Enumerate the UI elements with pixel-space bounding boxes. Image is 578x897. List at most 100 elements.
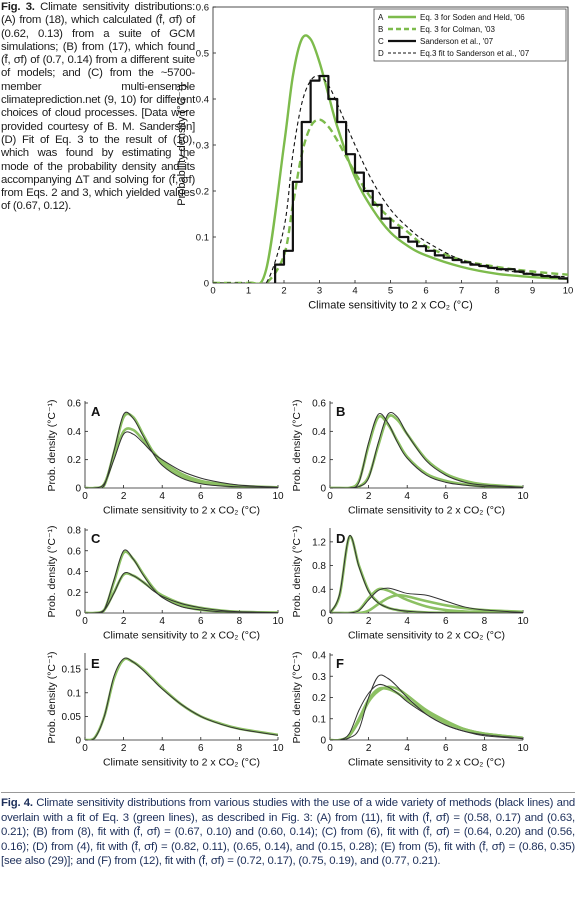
panel-label: E: [91, 656, 100, 671]
series-line: [213, 34, 568, 283]
legend-key: D: [378, 49, 384, 58]
y-tick-label: 0.4: [312, 651, 326, 662]
x-tick-label: 8: [237, 491, 243, 502]
series-line: [213, 75, 568, 283]
y-tick-label: 0.8: [312, 561, 326, 572]
panel-label: C: [91, 531, 101, 546]
x-tick-label: 5: [388, 286, 393, 297]
legend-label: Eq. 3 for Soden and Held, '06: [420, 13, 525, 22]
y-tick-label: 0.4: [312, 585, 326, 596]
series-line: [85, 657, 278, 740]
chart: 0 2 4 6 8 10 0 0.2 0.4 0.6 Climate sensitivity to …: [291, 399, 529, 517]
x-tick-label: 1: [246, 286, 251, 297]
x-tick-label: 8: [237, 743, 243, 754]
y-tick-label: 0: [75, 736, 81, 747]
x-axis-label: Climate sensitivity to 2 x CO₂ (°C): [348, 505, 505, 517]
panel-label: B: [336, 404, 345, 419]
x-tick-label: 0: [327, 616, 333, 627]
y-tick-label: 0.2: [312, 455, 326, 466]
series-line: [330, 674, 523, 740]
chart: 0 2 4 6 8 10 0 0.1 0.2 0.3 0.4 Climate sensitivity …: [291, 651, 529, 769]
curves: [213, 34, 568, 283]
x-axis-label: Climate sensitivity to 2 x CO₂ (°C): [103, 630, 260, 642]
x-tick-label: 4: [404, 491, 410, 502]
panel-label: A: [91, 404, 101, 419]
y-tick-label: 0.15: [62, 665, 82, 676]
x-tick-label: 0: [82, 616, 88, 627]
figures: 0 1 2 3 4 5 6 7 8 9 10 0 0.1 0.2 0.3 0.4 0.5 0.6 Climate s…: [46, 2, 573, 769]
y-tick-label: 0.1: [312, 714, 326, 725]
y-tick-label: 0.6: [196, 2, 209, 13]
x-tick-label: 0: [82, 491, 88, 502]
x-tick-label: 3: [317, 286, 322, 297]
x-tick-label: 10: [517, 743, 529, 754]
y-axis-label: Prob. density (°C⁻¹): [291, 399, 303, 491]
x-tick-label: 0: [82, 743, 88, 754]
series-line: [330, 413, 523, 488]
legend-label: Eq. 3 for Colman, '03: [420, 25, 495, 34]
y-axis-label: Prob. density (°C⁻¹): [46, 525, 58, 617]
series-line: [274, 74, 568, 283]
y-tick-label: 0.8: [67, 526, 81, 537]
y-tick-label: 0.5: [196, 48, 209, 59]
y-tick-label: 0: [320, 736, 326, 747]
y-tick-label: 0.2: [67, 588, 81, 599]
series-line: [85, 571, 278, 613]
y-tick-label: 0.4: [196, 94, 209, 105]
chart: 0 2 4 6 8 10 0 0.2 0.4 0.6 Climate sensitivity to …: [46, 399, 284, 517]
y-tick-label: 1.2: [312, 537, 326, 548]
x-tick-label: 6: [443, 491, 449, 502]
y-tick-label: 0.4: [67, 567, 81, 578]
y-tick-label: 0.6: [67, 399, 81, 410]
x-tick-label: 10: [563, 286, 574, 297]
y-tick-label: 0.2: [312, 693, 326, 704]
chart: 0 1 2 3 4 5 6 7 8 9 10 0 0.1 0.2 0.3 0.4 0.5 0.6 Climate s…: [176, 2, 573, 311]
x-tick-label: 2: [121, 491, 127, 502]
figure-4-caption: Fig. 4. Climate sensitivity distribution…: [1, 792, 575, 869]
x-tick-label: 2: [366, 743, 372, 754]
chart: 0 2 4 6 8 10 0 0.2 0.4 0.6 0.8 Climate sensitivity …: [46, 525, 284, 641]
caption-text: Climate sensitivity distributions: (A) f…: [1, 1, 195, 213]
series-line: [330, 411, 523, 488]
y-tick-label: 0: [75, 609, 81, 620]
x-tick-label: 10: [517, 616, 529, 627]
y-tick-label: 0.6: [312, 399, 326, 410]
y-tick-label: 0.4: [67, 427, 81, 438]
curves: [330, 535, 523, 613]
caption-text: Climate sensitivity distributions from v…: [1, 797, 575, 868]
legend-key: B: [378, 25, 383, 34]
x-tick-label: 4: [352, 286, 357, 297]
x-tick-label: 4: [159, 743, 165, 754]
series-line: [85, 431, 278, 488]
series-line: [213, 118, 568, 283]
caption-label: Fig. 3.: [1, 1, 35, 13]
y-tick-label: 0: [320, 484, 326, 495]
x-tick-label: 2: [366, 616, 372, 627]
curves: [330, 411, 523, 488]
legend-key: A: [378, 13, 384, 22]
x-tick-label: 4: [159, 491, 165, 502]
y-tick-label: 0: [75, 484, 81, 495]
y-tick-label: 0.2: [196, 186, 209, 197]
x-tick-label: 2: [121, 616, 127, 627]
series-line: [330, 685, 523, 740]
x-tick-label: 8: [482, 616, 488, 627]
y-tick-label: 0.05: [62, 712, 82, 723]
y-tick-label: 0.1: [67, 688, 81, 699]
x-tick-label: 10: [272, 491, 284, 502]
x-axis-label: Climate sensitivity to 2 x CO₂ (°C): [103, 757, 260, 769]
curves: [85, 411, 278, 488]
x-tick-label: 6: [443, 743, 449, 754]
y-tick-label: 0.3: [312, 672, 326, 683]
y-tick-label: 0.2: [67, 455, 81, 466]
x-tick-label: 6: [198, 616, 204, 627]
series-line: [330, 535, 523, 613]
x-tick-label: 9: [530, 286, 535, 297]
x-axis-label: Climate sensitivity to 2 x CO₂ (°C): [103, 505, 260, 517]
x-tick-label: 4: [404, 616, 410, 627]
x-tick-label: 8: [482, 743, 488, 754]
x-tick-label: 8: [494, 286, 499, 297]
x-tick-label: 10: [517, 491, 529, 502]
series-line: [330, 593, 523, 613]
